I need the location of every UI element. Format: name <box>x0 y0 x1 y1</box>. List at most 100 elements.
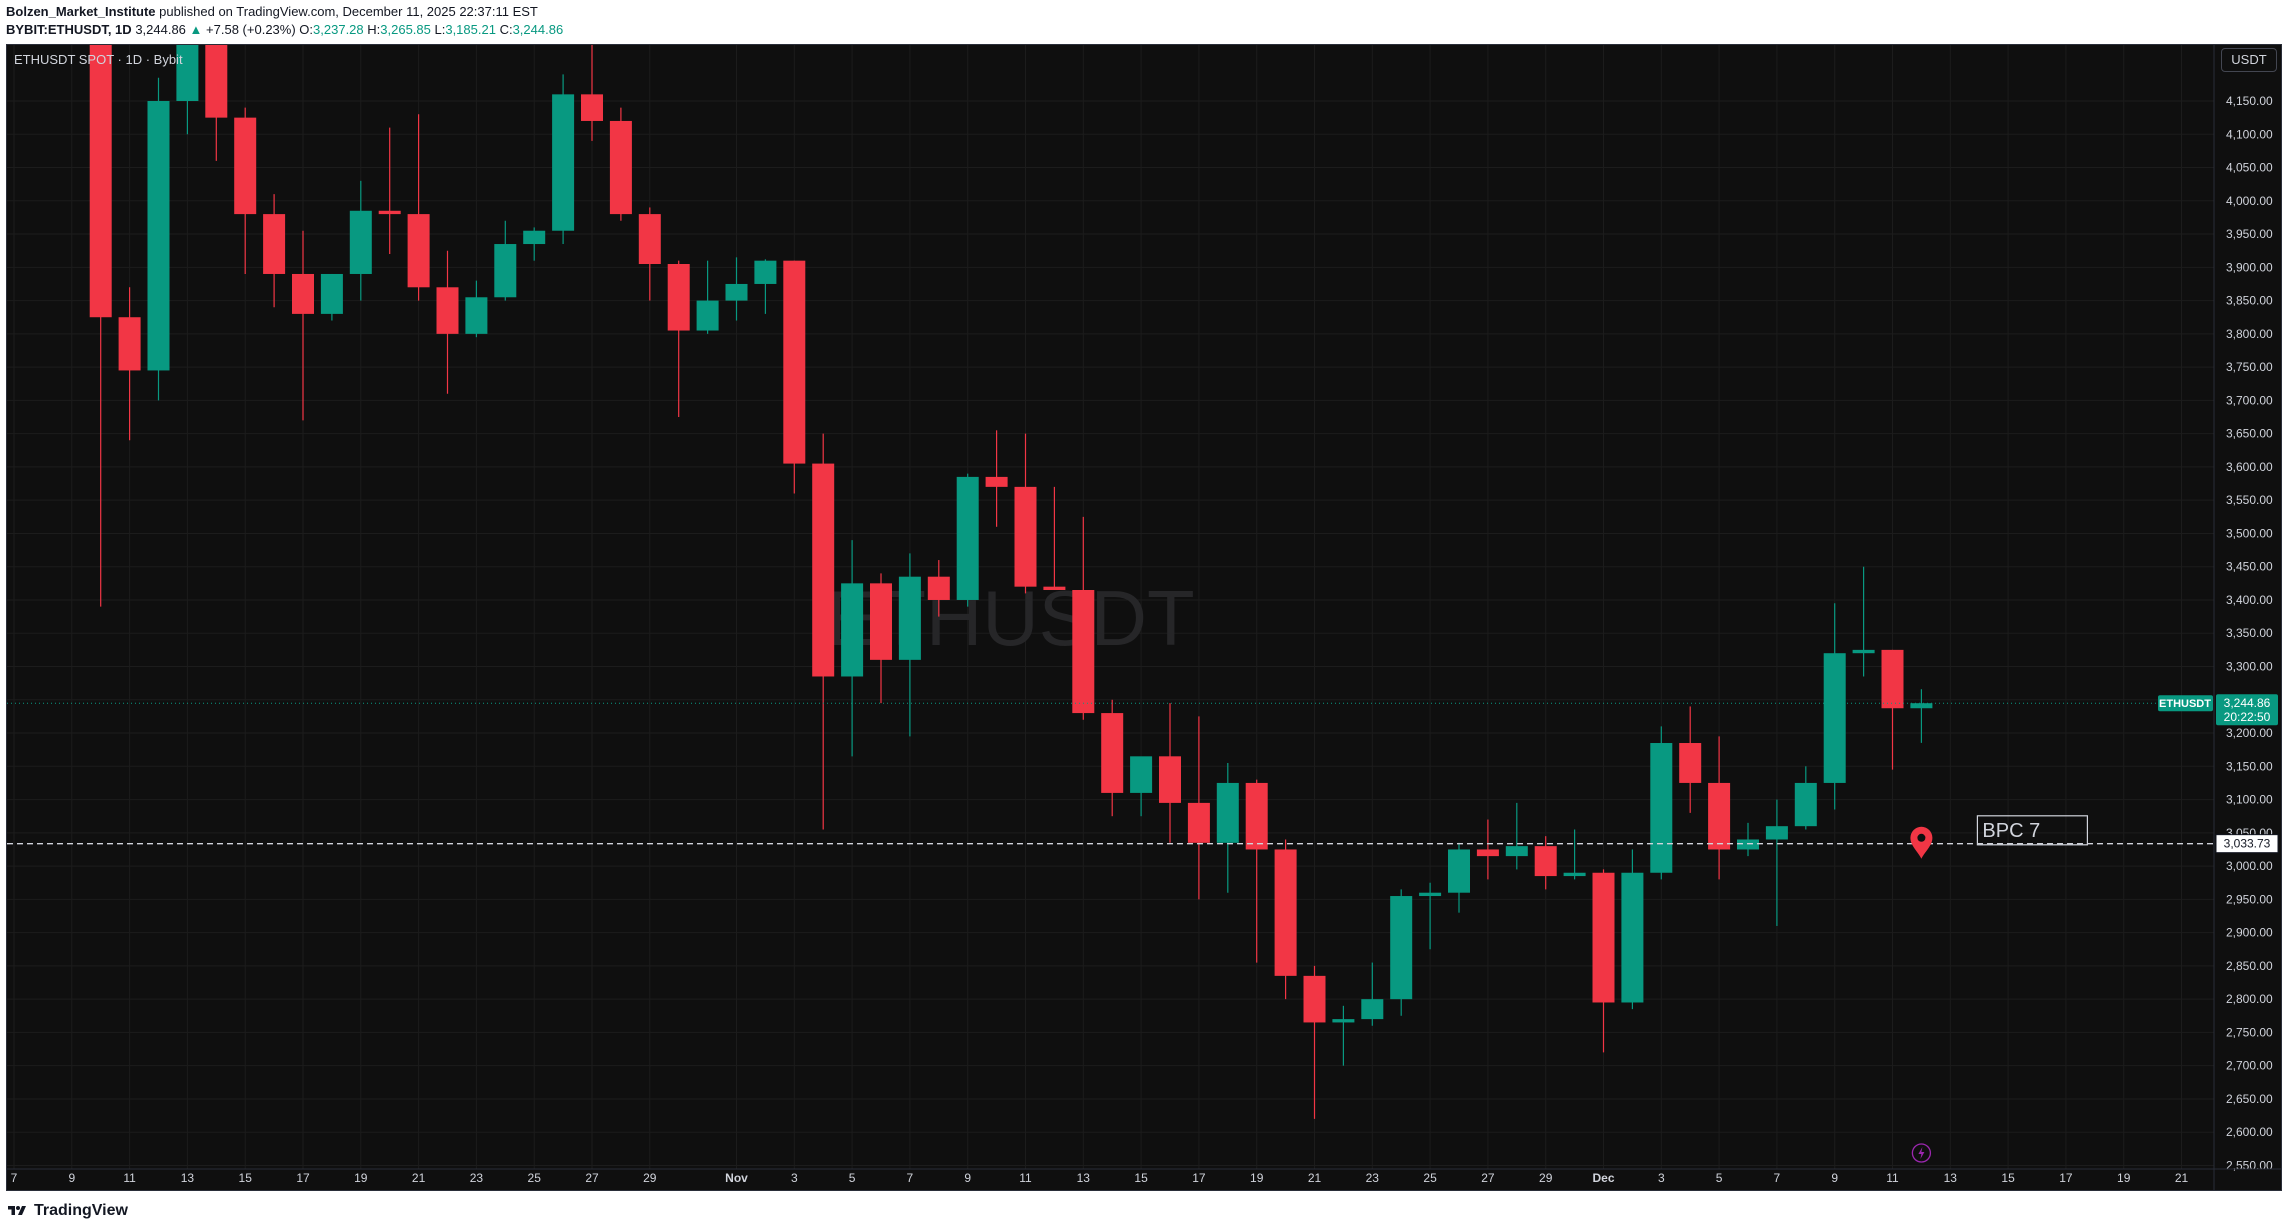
high-value: 3,265.85 <box>380 22 431 37</box>
candle-body <box>927 576 950 600</box>
candle-body <box>812 463 835 677</box>
candle-body <box>581 94 603 121</box>
price-tick-label: 2,950.00 <box>2226 892 2273 906</box>
candle-body <box>1303 975 1326 1023</box>
symbol-tag-text: ETHUSDT <box>2159 698 2211 710</box>
candle-body <box>1101 713 1124 793</box>
date-tick-label: 11 <box>1019 1171 1032 1185</box>
date-tick-label: 15 <box>239 1171 253 1185</box>
date-tick-label: Nov <box>725 1171 748 1185</box>
candle-body <box>1910 703 1933 709</box>
last-price: 3,244.86 <box>135 22 186 37</box>
date-tick-label: 11 <box>123 1171 136 1185</box>
date-tick-label: 25 <box>1423 1171 1437 1185</box>
price-tick-label: 3,200.00 <box>2226 726 2273 740</box>
price-tick-label: 3,600.00 <box>2226 460 2273 474</box>
candle-body <box>234 117 257 215</box>
date-tick-label: 9 <box>964 1171 971 1185</box>
price-tick-label: 2,900.00 <box>2226 926 2273 940</box>
horizontal-line-label: 3,033.73 <box>2215 834 2279 854</box>
candle-body <box>1448 849 1470 893</box>
date-tick-label: 29 <box>1539 1171 1553 1185</box>
date-tick-label: 19 <box>1250 1171 1264 1185</box>
candle-body <box>1852 649 1875 654</box>
symbol-price-tag: ETHUSDT <box>2158 695 2213 712</box>
date-tick-label: 13 <box>1077 1171 1091 1185</box>
price-tick-label: 2,550.00 <box>2226 1158 2273 1172</box>
candle-body <box>754 260 777 284</box>
candle-body <box>292 273 314 314</box>
candle-body <box>1332 1019 1355 1023</box>
candle-body <box>609 120 632 215</box>
candle-body <box>985 476 1008 487</box>
price-tick-label: 3,350.00 <box>2226 626 2273 640</box>
open-label: O: <box>299 22 314 37</box>
price-tick-label: 3,400.00 <box>2226 593 2273 607</box>
candle-body <box>407 214 430 288</box>
author-name[interactable]: Bolzen_Market_Institute <box>6 4 156 19</box>
price-tick-label: 2,600.00 <box>2226 1125 2273 1139</box>
candle-body <box>1187 802 1210 843</box>
candle-body <box>147 101 170 371</box>
candle-body <box>1737 839 1759 850</box>
candle-body <box>1823 653 1846 783</box>
date-tick-label: 21 <box>412 1171 426 1185</box>
chart-legend[interactable]: ETHUSDT SPOT · 1D · Bybit <box>14 52 183 67</box>
last-price-text: 3,244.86 <box>2224 696 2271 710</box>
candle-body <box>638 214 661 264</box>
annotation-text: BPC 7 <box>1982 820 2040 842</box>
price-tick-label: 3,000.00 <box>2226 859 2273 873</box>
candle-body <box>1794 782 1817 827</box>
lightning-icon <box>1911 1143 1932 1163</box>
date-tick-label: 5 <box>849 1171 856 1185</box>
candle-body <box>320 273 343 314</box>
publish-info: Bolzen_Market_Institute published on Tra… <box>6 2 538 22</box>
date-tick-label: 29 <box>643 1171 657 1185</box>
chart-frame[interactable]: ETHUSDT BPC 7 2,550.00 2,600.00 2,650.00 2,70… <box>6 44 2282 1191</box>
date-tick-label: 27 <box>1481 1171 1495 1185</box>
candle-body <box>696 300 719 331</box>
countdown-text: 20:22:50 <box>2224 710 2271 724</box>
horizontal-line-text: 3,033.73 <box>2224 837 2271 851</box>
candle-body <box>523 230 546 245</box>
price-tick-label: 2,850.00 <box>2226 959 2273 973</box>
price-tick-label: 2,700.00 <box>2226 1059 2273 1073</box>
candlestick-chart[interactable]: ETHUSDT BPC 7 2,550.00 2,600.00 2,650.00 2,70… <box>7 45 2281 1190</box>
currency-button[interactable]: USDT <box>2221 48 2277 72</box>
candle-body <box>263 214 286 274</box>
date-tick-label: 25 <box>528 1171 542 1185</box>
price-tick-label: 2,800.00 <box>2226 992 2273 1006</box>
candle-body <box>1419 892 1442 897</box>
candle-body <box>1621 872 1644 1003</box>
price-tick-label: 3,100.00 <box>2226 793 2273 807</box>
candle-body <box>465 297 488 334</box>
date-tick-label: 9 <box>1831 1171 1838 1185</box>
candle-body <box>1476 849 1499 857</box>
candle-body <box>1563 872 1586 877</box>
price-tick-label: 3,450.00 <box>2226 560 2273 574</box>
price-tick-label: 3,500.00 <box>2226 526 2273 540</box>
tradingview-logo-icon <box>8 1206 26 1215</box>
date-tick-label: 21 <box>2175 1171 2189 1185</box>
date-tick-label: 13 <box>1944 1171 1958 1185</box>
candle-body <box>1592 872 1615 1003</box>
candle-body <box>956 476 979 600</box>
candle-body <box>667 263 690 331</box>
date-tick-label: 7 <box>907 1171 914 1185</box>
price-tick-label: 3,700.00 <box>2226 393 2273 407</box>
candle-body <box>1679 743 1702 783</box>
price-tick-label: 4,100.00 <box>2226 127 2273 141</box>
candle-body <box>1245 782 1268 850</box>
date-tick-label: 9 <box>68 1171 75 1185</box>
brand-name: TradingView <box>34 1202 128 1219</box>
candle-body <box>118 317 141 371</box>
open-value: 3,237.28 <box>313 22 364 37</box>
candle-body <box>552 94 575 231</box>
price-tick-label: 4,150.00 <box>2226 94 2273 108</box>
change-arrow: ▲ <box>189 22 203 37</box>
candle-body <box>494 244 517 298</box>
date-tick-label: 17 <box>1192 1171 1206 1185</box>
candle-body <box>1534 846 1557 877</box>
date-tick-label: 27 <box>585 1171 599 1185</box>
